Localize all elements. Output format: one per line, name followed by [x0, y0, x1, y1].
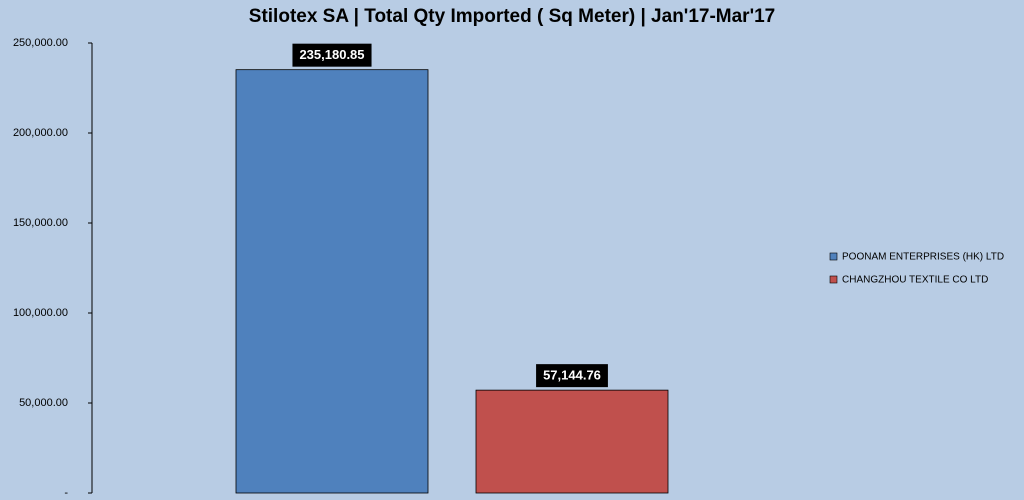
y-tick-label: 150,000.00 [13, 217, 68, 229]
legend-label: POONAM ENTERPRISES (HK) LTD [842, 252, 1004, 263]
chart-title: Stilotex SA | Total Qty Imported ( Sq Me… [249, 6, 775, 27]
legend-swatch [829, 252, 838, 261]
y-tick-label: - [64, 487, 68, 499]
value-label: 57,144.76 [543, 368, 601, 383]
bar [475, 389, 669, 494]
y-tick-label: 50,000.00 [19, 397, 68, 409]
legend-swatch [829, 275, 838, 284]
value-label-box [536, 364, 608, 388]
y-tick-label: 100,000.00 [13, 307, 68, 319]
value-label-box [292, 43, 372, 67]
value-label: 235,180.85 [299, 47, 364, 62]
y-tick-label: 250,000.00 [13, 37, 68, 49]
y-tick-label: 200,000.00 [13, 127, 68, 139]
bar [235, 69, 429, 494]
legend-label: CHANGZHOU TEXTILE CO LTD [842, 275, 988, 286]
